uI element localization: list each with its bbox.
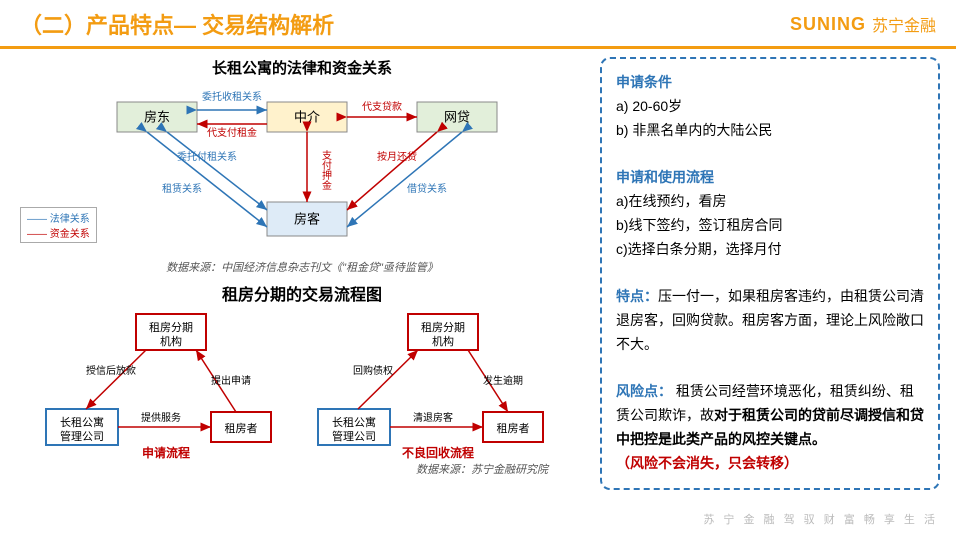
svg-text:委托收租关系: 委托收租关系 <box>202 90 262 103</box>
main-content: 长租公寓的法律和资金关系 房东 中介 网贷 房客 委托收租关系 代 <box>0 49 956 490</box>
diagram1-source: 数据来源：中国经济信息杂志刊文《"租金贷"亟待监管》 <box>16 259 588 275</box>
header: （二）产品特点— 交易结构解析 SUNING 苏宁金融 <box>0 0 956 49</box>
svg-text:借贷关系: 借贷关系 <box>407 182 447 195</box>
node-landlord: 房东 <box>144 109 170 124</box>
svg-text:按月还贷: 按月还贷 <box>377 150 417 163</box>
info-panel: 申请条件 a) 20-60岁 b) 非黑名单内的大陆公民 申请和使用流程 a)在… <box>600 57 940 490</box>
cond-b: b) 非黑名单内的大陆公民 <box>616 119 924 143</box>
svg-text:长租公寓: 长租公寓 <box>332 415 376 429</box>
risk-red: （风险不会消失，只会转移） <box>616 452 924 476</box>
svg-text:租房者: 租房者 <box>497 422 530 435</box>
diagram1-svg: 房东 中介 网贷 房客 委托收租关系 代支付租金 代支贷款 委托付租关系 租赁关… <box>67 82 537 252</box>
svg-text:租房分期: 租房分期 <box>149 321 193 334</box>
svg-text:管理公司: 管理公司 <box>60 429 104 443</box>
diagram2-title: 租房分期的交易流程图 <box>16 281 588 305</box>
cond-a: a) 20-60岁 <box>616 95 924 119</box>
brand: SUNING 苏宁金融 <box>790 12 936 36</box>
features-label: 特点： <box>616 288 658 304</box>
features-text: 压一付一，如果租房客违约，由租赁公司清退房客，回购贷款。租房客方面，理论上风险敞… <box>616 288 924 352</box>
proc-c: c)选择白条分期，选择月付 <box>616 238 924 262</box>
svg-text:租赁关系: 租赁关系 <box>162 182 202 195</box>
process-title: 申请和使用流程 <box>616 166 924 190</box>
diagram-legal-funding: 长租公寓的法律和资金关系 房东 中介 网贷 房客 委托收租关系 代 <box>16 57 588 257</box>
svg-text:机构: 机构 <box>160 334 182 348</box>
svg-text:发生逾期: 发生逾期 <box>483 374 523 387</box>
risk-label: 风险点： <box>616 383 672 399</box>
proc-b: b)线下签约，签订租房合同 <box>616 214 924 238</box>
features-block: 特点：压一付一，如果租房客违约，由租赁公司清退房客，回购贷款。租房客方面，理论上… <box>616 285 924 356</box>
svg-text:管理公司: 管理公司 <box>332 429 376 443</box>
svg-text:机构: 机构 <box>432 334 454 348</box>
svg-text:申请流程: 申请流程 <box>142 445 190 459</box>
svg-text:委托付租关系: 委托付租关系 <box>177 150 237 163</box>
flow-recover: 租房分期 机构 长租公寓 管理公司 租房者 回购债权 发生逾期 清退房客 不良回… <box>308 309 568 459</box>
proc-a: a)在线预约，看房 <box>616 190 924 214</box>
svg-text:代支贷款: 代支贷款 <box>362 100 402 113</box>
flow-apply: 租房分期 机构 长租公寓 管理公司 租房者 授信后放款 提出申请 提供服务 申请… <box>36 309 296 459</box>
diagram1-title: 长租公寓的法律和资金关系 <box>16 57 588 78</box>
svg-text:提供服务: 提供服务 <box>141 411 181 424</box>
svg-text:租房分期: 租房分期 <box>421 321 465 334</box>
svg-text:代支付租金: 代支付租金 <box>207 126 257 139</box>
conditions-title: 申请条件 <box>616 71 924 95</box>
node-netloan: 网贷 <box>444 109 470 124</box>
diagram2-source: 数据来源：苏宁金融研究院 <box>16 461 588 477</box>
footer-tagline: 苏 宁 金 融 驾 驭 财 富 畅 享 生 活 <box>703 511 938 527</box>
node-tenant: 房客 <box>294 211 320 226</box>
left-column: 长租公寓的法律和资金关系 房东 中介 网贷 房客 委托收租关系 代 <box>16 57 588 490</box>
svg-text:回购债权: 回购债权 <box>353 364 393 377</box>
page-title: （二）产品特点— 交易结构解析 <box>20 8 790 40</box>
diagram1-legend: —— 法律关系 —— 资金关系 <box>20 207 97 243</box>
svg-text:授信后放款: 授信后放款 <box>86 364 136 377</box>
svg-text:不良回收流程: 不良回收流程 <box>402 445 474 459</box>
node-agent: 中介 <box>294 109 320 124</box>
svg-text:长租公寓: 长租公寓 <box>60 415 104 429</box>
svg-text:租房者: 租房者 <box>225 422 258 435</box>
brand-en: SUNING <box>790 14 866 35</box>
svg-text:提出申请: 提出申请 <box>211 374 251 387</box>
brand-cn: 苏宁金融 <box>872 12 936 36</box>
svg-text:支付押金: 支付押金 <box>320 150 332 190</box>
diagram-transaction-flow: 租房分期的交易流程图 租房分期 机构 长租公寓 管理公司 租房者 授信后放款 提… <box>16 281 588 477</box>
risk-block: 风险点： 租赁公司经营环境恶化，租赁纠纷、租赁公司欺诈，故对于租赁公司的贷前尽调… <box>616 380 924 475</box>
svg-text:清退房客: 清退房客 <box>413 411 453 424</box>
